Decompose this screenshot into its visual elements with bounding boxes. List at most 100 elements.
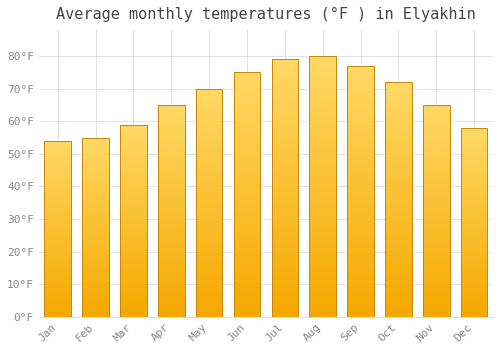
Bar — [310, 306, 336, 312]
Bar — [423, 143, 450, 147]
Bar — [348, 161, 374, 166]
Bar — [272, 75, 298, 80]
Bar — [461, 226, 487, 230]
Bar — [423, 135, 450, 139]
Bar — [310, 113, 336, 119]
Bar — [120, 286, 146, 290]
Bar — [310, 259, 336, 265]
Bar — [158, 190, 184, 194]
Bar — [44, 296, 71, 299]
Bar — [385, 303, 411, 307]
Bar — [310, 61, 336, 66]
Bar — [120, 186, 146, 190]
Bar — [385, 82, 411, 317]
Bar — [234, 160, 260, 165]
Bar — [348, 222, 374, 226]
Bar — [385, 186, 411, 190]
Bar — [196, 253, 222, 258]
Bar — [158, 105, 184, 109]
Bar — [234, 239, 260, 244]
Bar — [234, 112, 260, 117]
Bar — [385, 199, 411, 204]
Bar — [196, 89, 222, 93]
Bar — [348, 66, 374, 71]
Bar — [82, 241, 109, 245]
Bar — [385, 190, 411, 195]
Bar — [423, 262, 450, 266]
Bar — [385, 274, 411, 279]
Bar — [82, 181, 109, 184]
Bar — [385, 232, 411, 237]
Bar — [196, 98, 222, 103]
Bar — [44, 232, 71, 236]
Bar — [234, 297, 260, 302]
Bar — [44, 176, 71, 180]
Bar — [385, 270, 411, 275]
Bar — [348, 96, 374, 101]
Bar — [158, 164, 184, 169]
Bar — [196, 116, 222, 121]
Bar — [44, 229, 71, 232]
Bar — [158, 152, 184, 156]
Bar — [158, 135, 184, 139]
Bar — [234, 155, 260, 160]
Bar — [423, 118, 450, 122]
Bar — [196, 234, 222, 239]
Bar — [385, 307, 411, 312]
Bar — [120, 263, 146, 267]
Bar — [44, 190, 71, 194]
Bar — [423, 287, 450, 292]
Bar — [234, 229, 260, 234]
Bar — [196, 107, 222, 112]
Bar — [423, 152, 450, 156]
Bar — [82, 299, 109, 302]
Bar — [348, 216, 374, 222]
Bar — [158, 258, 184, 262]
Bar — [120, 182, 146, 186]
Bar — [423, 245, 450, 249]
Bar — [348, 181, 374, 186]
Bar — [385, 195, 411, 199]
Bar — [158, 274, 184, 279]
Bar — [348, 297, 374, 302]
Bar — [234, 121, 260, 126]
Bar — [196, 203, 222, 207]
Bar — [385, 120, 411, 125]
Bar — [272, 193, 298, 198]
Bar — [158, 168, 184, 173]
Bar — [385, 293, 411, 298]
Bar — [272, 229, 298, 234]
Bar — [120, 155, 146, 159]
Bar — [158, 118, 184, 122]
Bar — [196, 276, 222, 280]
Bar — [196, 312, 222, 317]
Bar — [196, 258, 222, 262]
Bar — [44, 144, 71, 148]
Bar — [272, 178, 298, 183]
Bar — [82, 188, 109, 191]
Bar — [120, 125, 146, 128]
Bar — [348, 287, 374, 292]
Bar — [158, 194, 184, 198]
Bar — [310, 286, 336, 291]
Bar — [272, 203, 298, 209]
Bar — [348, 146, 374, 151]
Bar — [272, 64, 298, 70]
Bar — [272, 286, 298, 291]
Bar — [196, 221, 222, 225]
Bar — [272, 121, 298, 126]
Bar — [423, 211, 450, 215]
Bar — [234, 165, 260, 170]
Bar — [272, 142, 298, 147]
Bar — [120, 190, 146, 194]
Bar — [423, 206, 450, 211]
Bar — [310, 270, 336, 275]
Bar — [234, 175, 260, 180]
Bar — [461, 309, 487, 313]
Bar — [348, 121, 374, 126]
Bar — [120, 274, 146, 278]
Bar — [272, 60, 298, 64]
Bar — [348, 272, 374, 276]
Bar — [385, 171, 411, 176]
Bar — [348, 261, 374, 267]
